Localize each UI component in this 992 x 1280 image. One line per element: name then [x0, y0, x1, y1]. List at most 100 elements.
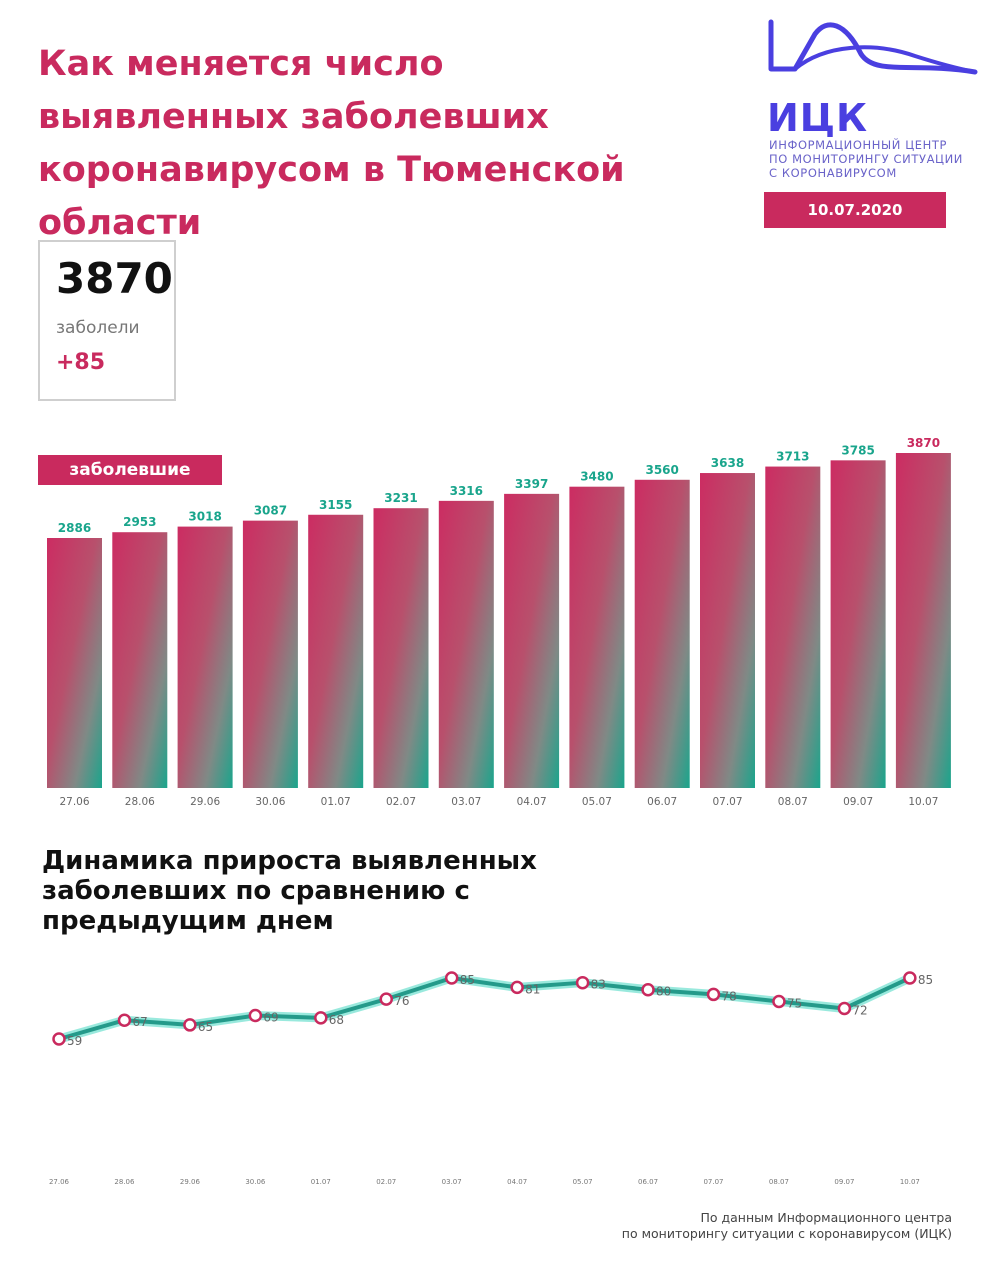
- point-value-label: 85: [918, 973, 933, 987]
- x-tick-label: 27.06: [49, 1178, 70, 1186]
- x-tick-label: 28.06: [125, 796, 155, 808]
- x-tick-label: 10.07: [908, 796, 938, 808]
- bar-value-label: 3316: [450, 484, 483, 498]
- x-tick-label: 02.07: [386, 796, 416, 808]
- point-value-label: 81: [525, 982, 540, 996]
- data-point: [903, 971, 917, 985]
- x-tick-label: 02.07: [376, 1178, 396, 1186]
- bar: [504, 493, 560, 788]
- source-line: по мониторингу ситуации с коронавирусом …: [621, 1226, 952, 1241]
- point-value-label: 67: [132, 1015, 147, 1029]
- x-tick-label: 04.07: [517, 796, 547, 808]
- bar-value-label: 3870: [907, 436, 940, 450]
- date-badge: 10.07.2020: [764, 192, 946, 228]
- data-point: [183, 1018, 197, 1032]
- x-tick-label: 08.07: [769, 1178, 789, 1186]
- bar-value-label: 3480: [580, 470, 613, 484]
- bar: [569, 486, 625, 788]
- x-tick-label: 01.07: [311, 1178, 331, 1186]
- x-tick-label: 09.07: [834, 1178, 854, 1186]
- data-point: [837, 1001, 852, 1016]
- data-point: [444, 971, 459, 985]
- x-tick-label: 07.07: [712, 796, 742, 808]
- x-tick-label: 07.07: [703, 1178, 723, 1186]
- x-tick-label: 01.07: [321, 796, 351, 808]
- bar-value-label: 3018: [188, 510, 221, 524]
- x-tick-label: 03.07: [451, 796, 481, 808]
- point-value-label: 72: [852, 1004, 867, 1018]
- bar: [112, 532, 168, 788]
- total-cases-label: заболели: [56, 318, 140, 338]
- bar: [895, 453, 951, 788]
- x-tick-label: 05.07: [582, 796, 612, 808]
- x-tick-label: 28.06: [114, 1178, 135, 1186]
- x-tick-label: 30.06: [245, 1178, 266, 1186]
- bar-value-label: 3713: [776, 450, 809, 464]
- data-point: [52, 1032, 66, 1046]
- source-note: По данным Информационного центра по мони…: [622, 1210, 952, 1242]
- data-point: [772, 994, 786, 1009]
- x-tick-label: 06.07: [647, 796, 677, 808]
- data-point: [706, 987, 721, 1002]
- bar: [177, 526, 233, 788]
- x-tick-label: 05.07: [573, 1178, 593, 1186]
- point-value-label: 75: [787, 996, 802, 1010]
- x-tick-label: 27.06: [59, 796, 89, 808]
- total-cases: 3870: [56, 254, 173, 303]
- x-tick-label: 08.07: [778, 796, 808, 808]
- ick-logo: ИЦК ИНФОРМАЦИОННЫЙ ЦЕНТР ПО МОНИТОРИНГУ …: [765, 14, 985, 194]
- x-tick-label: 30.06: [255, 796, 285, 808]
- point-value-label: 80: [656, 985, 671, 999]
- bar: [700, 473, 755, 788]
- bar-value-label: 2953: [123, 515, 156, 529]
- bar-value-label: 3638: [711, 456, 744, 470]
- source-line: По данным Информационного центра: [700, 1210, 952, 1225]
- bar: [308, 514, 364, 788]
- bar-value-label: 3155: [319, 498, 352, 512]
- summary-card: 3870 заболели +85: [38, 240, 176, 401]
- line-chart: 59 27.06 67 28.06 65 29.06 69 30.06 68 01.07 76 02.…: [49, 971, 933, 1186]
- data-point: [117, 1013, 132, 1027]
- bar: [242, 520, 298, 788]
- logo-curve-icon: [768, 19, 978, 75]
- charts-canvas: 2886 27.06 2953 28.06 3018 29.06 3087 30.06 3155…: [47, 436, 951, 1186]
- point-value-label: 78: [722, 989, 737, 1003]
- point-value-label: 76: [394, 994, 409, 1008]
- x-tick-label: 09.07: [843, 796, 873, 808]
- bar-value-label: 2886: [58, 521, 91, 535]
- point-value-label: 83: [591, 978, 606, 992]
- logo-subtitle: ИНФОРМАЦИОННЫЙ ЦЕНТР ПО МОНИТОРИНГУ СИТУ…: [769, 138, 985, 182]
- x-tick-label: 06.07: [638, 1178, 658, 1186]
- x-tick-label: 29.06: [180, 1178, 201, 1186]
- point-value-label: 85: [460, 973, 475, 987]
- x-tick-label: 04.07: [507, 1178, 527, 1186]
- bar-value-label: 3397: [515, 477, 548, 491]
- bar: [47, 538, 102, 788]
- data-point: [641, 982, 655, 997]
- x-tick-label: 03.07: [442, 1178, 462, 1186]
- bar: [830, 460, 886, 788]
- point-value-label: 69: [263, 1011, 278, 1025]
- bar: [634, 479, 690, 788]
- bar-chart: 2886 27.06 2953 28.06 3018 29.06 3087 30.06 3155…: [47, 436, 951, 808]
- point-value-label: 68: [329, 1013, 344, 1027]
- data-point: [248, 1008, 263, 1023]
- bar: [438, 500, 494, 788]
- line-chart-title: Динамика прироста выявленных заболевших …: [42, 846, 537, 936]
- data-point: [575, 975, 590, 990]
- bar-value-label: 3560: [645, 463, 678, 477]
- bar: [765, 466, 821, 788]
- logo-subtitle-line: ПО МОНИТОРИНГУ СИТУАЦИИ: [769, 152, 963, 166]
- logo-subtitle-line: С КОРОНАВИРУСОМ: [769, 166, 897, 180]
- data-point: [510, 980, 524, 995]
- x-tick-label: 29.06: [190, 796, 220, 808]
- bar-value-label: 3785: [841, 443, 874, 457]
- logo-subtitle-line: ИНФОРМАЦИОННЫЙ ЦЕНТР: [769, 138, 948, 152]
- data-point: [379, 992, 393, 1006]
- point-value-label: 59: [67, 1034, 82, 1048]
- series-line: [57, 976, 912, 1041]
- page-title: Как меняется число выявленных заболевших…: [38, 44, 625, 243]
- bar-value-label: 3087: [254, 504, 287, 518]
- x-tick-label: 10.07: [900, 1178, 920, 1186]
- point-value-label: 65: [198, 1020, 213, 1034]
